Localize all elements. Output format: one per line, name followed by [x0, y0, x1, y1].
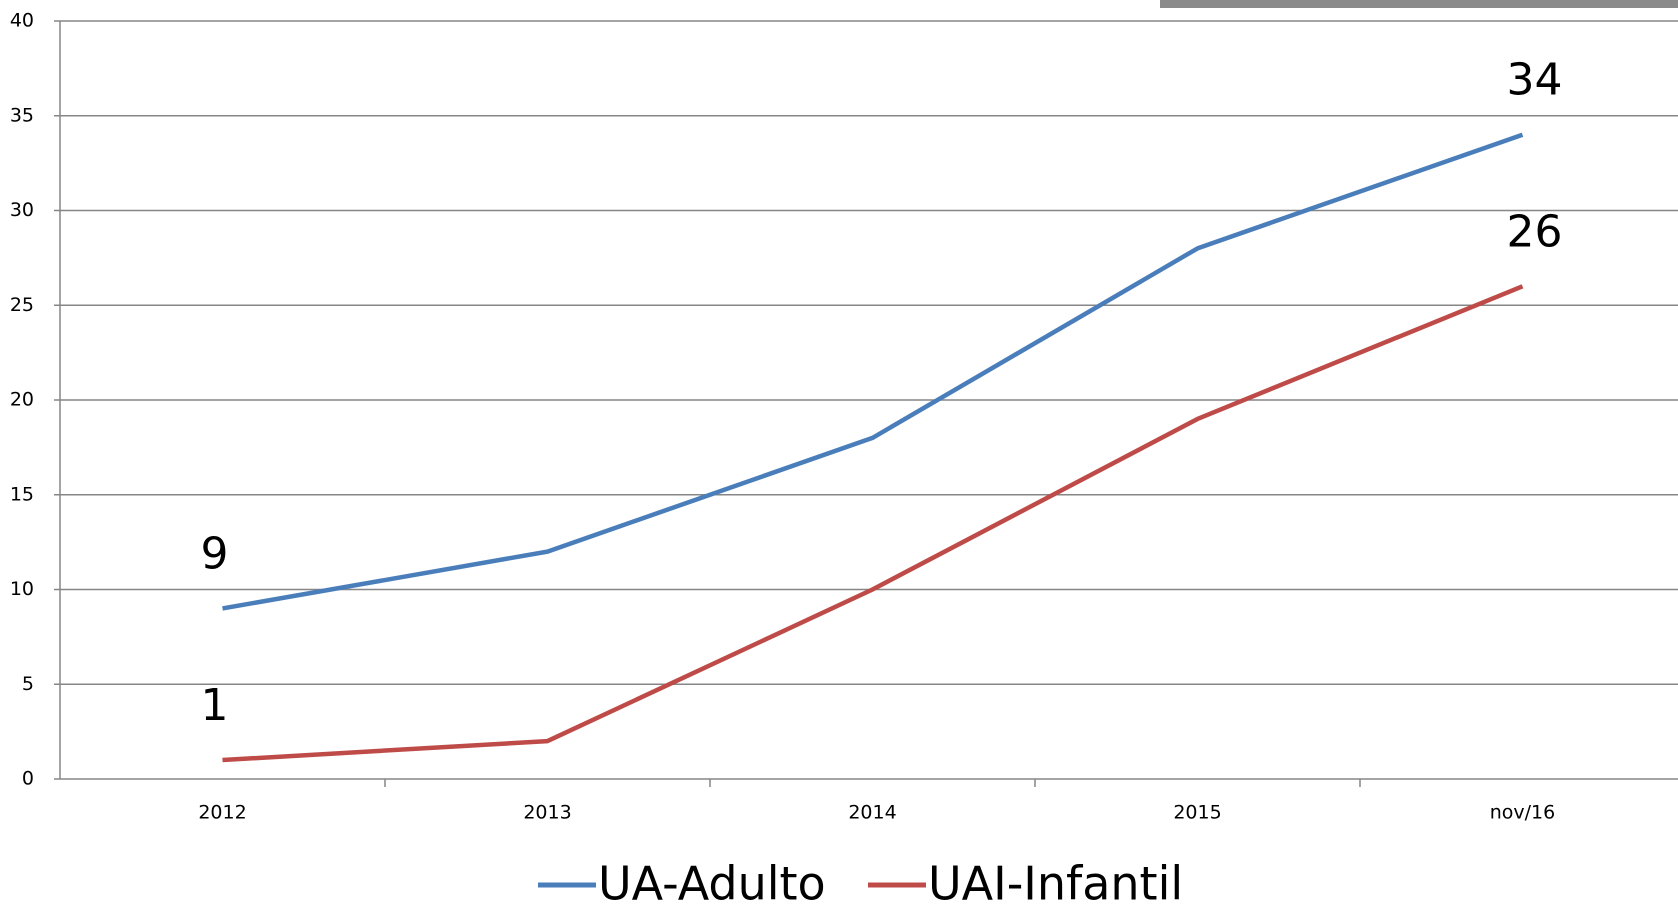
x-tick-label: 2015	[1173, 802, 1221, 824]
data-label: 34	[1507, 55, 1563, 106]
x-tick-label: nov/16	[1490, 802, 1556, 824]
data-label: 9	[201, 528, 229, 579]
y-tick-label: 10	[10, 578, 34, 600]
chart: 0 5 10 15 20 25 30 35 40 2012 2013 2014 2015 nov/16 9 3…	[0, 0, 1678, 906]
y-tick-label: 30	[10, 199, 34, 221]
legend-label: UAI-Infantil	[928, 857, 1183, 906]
y-tick-label: 20	[10, 389, 34, 411]
y-tick-label: 35	[10, 104, 34, 126]
photo-fragment	[1160, 0, 1678, 8]
y-tick-label: 5	[22, 673, 34, 695]
series-line	[223, 286, 1523, 760]
y-tick-label: 15	[10, 483, 34, 505]
y-tick-label: 25	[10, 294, 34, 316]
data-label: 1	[201, 680, 229, 731]
legend-label: UA-Adulto	[598, 857, 826, 906]
y-tick-label: 0	[22, 768, 34, 790]
x-tick-label: 2012	[198, 802, 246, 824]
x-tick-label: 2014	[848, 802, 896, 824]
series-line	[223, 135, 1523, 609]
x-tick-label: 2013	[523, 802, 571, 824]
y-tick-label: 40	[10, 10, 34, 32]
data-label: 26	[1507, 206, 1563, 257]
